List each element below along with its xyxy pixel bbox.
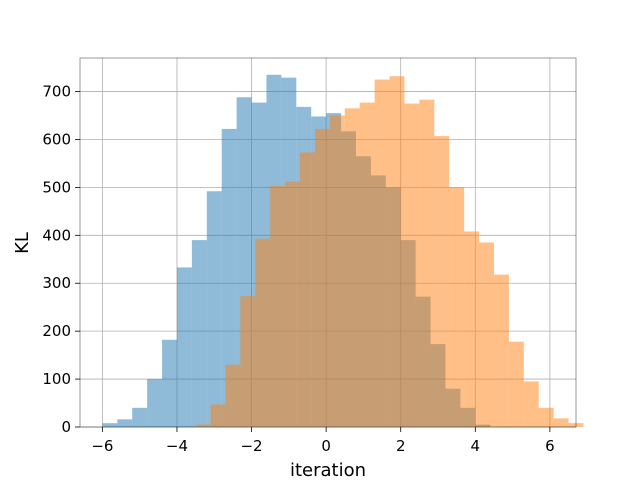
histogram-bar bbox=[434, 136, 450, 428]
histogram-bar bbox=[523, 381, 539, 427]
histogram-bar bbox=[404, 103, 420, 427]
histogram-bar bbox=[102, 423, 118, 427]
x-axis-ticks: −6 −4 −2 0 2 4 6 bbox=[91, 427, 555, 455]
histogram-bar bbox=[176, 267, 192, 427]
histogram-bar bbox=[508, 341, 524, 427]
y-tick-label: 300 bbox=[42, 274, 71, 292]
histogram-bar bbox=[300, 152, 315, 427]
x-tick-label: 4 bbox=[471, 437, 481, 455]
histogram-bar bbox=[210, 404, 226, 427]
histogram-bar bbox=[191, 240, 207, 427]
x-tick-label: −6 bbox=[91, 437, 113, 455]
y-tick-label: 100 bbox=[42, 370, 71, 388]
x-tick-label: −4 bbox=[166, 437, 188, 455]
x-tick-label: 6 bbox=[545, 437, 555, 455]
y-tick-label: 500 bbox=[42, 178, 71, 196]
y-tick-label: 400 bbox=[42, 226, 71, 244]
x-tick-label: 0 bbox=[321, 437, 331, 455]
histogram-bar bbox=[270, 185, 286, 427]
y-tick-label: 600 bbox=[42, 130, 71, 148]
histogram-bar bbox=[553, 418, 569, 427]
histogram-bar bbox=[374, 79, 390, 427]
y-tick-label: 0 bbox=[61, 418, 71, 436]
histogram-bar bbox=[132, 407, 148, 427]
histogram-bar bbox=[162, 339, 177, 427]
y-axis-ticks: 0 100 200 300 400 500 600 700 bbox=[42, 83, 80, 436]
histogram-bar bbox=[240, 296, 256, 427]
y-axis-label: KL bbox=[12, 232, 33, 254]
histogram-bar bbox=[117, 419, 133, 427]
x-tick-label: 2 bbox=[396, 437, 406, 455]
histogram-bar bbox=[419, 99, 435, 428]
histogram-bar bbox=[329, 115, 345, 427]
histogram-bars bbox=[102, 74, 584, 428]
histogram-bar bbox=[359, 102, 375, 427]
histogram-bar bbox=[195, 424, 211, 427]
histogram-bar bbox=[493, 274, 509, 427]
histogram-bar bbox=[225, 364, 241, 427]
histogram-series-2 bbox=[195, 76, 584, 428]
histogram-bar bbox=[538, 407, 554, 427]
histogram-bar bbox=[344, 108, 360, 428]
histogram-bar bbox=[464, 231, 480, 427]
y-tick-label: 700 bbox=[42, 83, 71, 101]
histogram-bar bbox=[285, 181, 301, 427]
histogram-bar bbox=[479, 242, 494, 427]
histogram-bar bbox=[147, 379, 163, 427]
x-tick-label: −2 bbox=[240, 437, 262, 455]
histogram-bar bbox=[221, 128, 237, 427]
histogram-bar bbox=[255, 238, 271, 427]
y-tick-label: 200 bbox=[42, 322, 71, 340]
histogram-bar bbox=[389, 76, 405, 427]
x-axis-label: iteration bbox=[290, 460, 366, 480]
histogram-bar bbox=[314, 128, 330, 427]
plot-frame bbox=[79, 57, 577, 428]
histogram-bar bbox=[206, 191, 222, 427]
histogram-bar bbox=[449, 187, 465, 427]
